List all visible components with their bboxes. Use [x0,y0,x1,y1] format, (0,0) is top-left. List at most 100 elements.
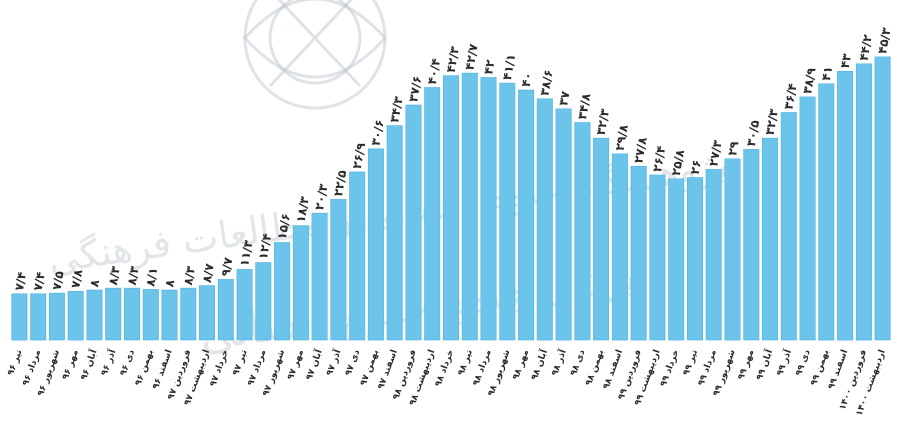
bar-5 [86,289,103,341]
value-label-42: ۳۶/۴ [781,82,799,110]
value-label-23: ۴۰/۴ [425,57,443,85]
value-label-31: ۳۴/۸ [575,92,593,121]
value-label-11: ۸/۷ [200,262,217,284]
value-label-37: ۲۶ [688,159,704,176]
bar-38 [705,169,722,341]
value-label-16: ۱۸/۳ [294,195,312,224]
value-label-39: ۲۹ [725,139,741,157]
value-label-32: ۳۲/۳ [594,107,612,136]
value-label-21: ۳۴/۳ [387,95,405,124]
bar-39 [724,158,741,341]
tick-label-6: آذر ۹۶ [98,347,119,377]
value-label-8: ۸/۱ [143,266,160,287]
value-label-9: ۸ [162,278,177,288]
bar-35 [649,174,666,341]
bar-7 [124,287,141,341]
bar-8 [142,289,159,341]
tick-label-28: مهر ۹۸ [511,348,531,381]
value-label-3: ۷/۵ [50,270,67,291]
value-label-27: ۴۱/۱ [500,53,518,81]
tick-label-7: دی ۹۶ [119,348,138,377]
value-label-10: ۸/۳ [181,264,198,286]
value-label-30: ۳۷ [556,89,572,107]
value-label-17: ۲۰/۳ [312,182,330,211]
value-label-44: ۴۱ [819,65,835,82]
value-label-13: ۱۱/۳ [237,238,255,267]
bar-32 [593,137,610,341]
tick-label-36: خرداد ۹۹ [659,348,682,388]
bar-19 [349,171,366,341]
bar-9 [161,289,178,341]
value-label-25: ۴۲/۷ [462,42,480,71]
value-labels: ۷/۴ ۷/۴ ۷/۵ ۷/۸ ۸ ۸/۳ ۸/۳ ۸/۱ ۸ ۸/۳ ۸/۷ ۹/۷ ۱۱/۳ ۱۲/۴… [12,26,894,292]
tick-label-16: مهر ۹۷ [286,348,306,381]
bar-27 [499,82,516,341]
bar-13 [236,269,253,341]
value-label-2: ۷/۴ [31,271,48,292]
bar-16 [292,225,309,341]
bar-41 [761,137,778,341]
tick-label-31: دی ۹۸ [569,348,588,377]
value-label-46: ۴۴/۲ [857,33,875,62]
tick-label-19: دی ۹۷ [344,348,363,377]
bar-11 [199,285,216,341]
value-label-36: ۲۵/۸ [669,148,687,177]
bar-1 [11,293,28,341]
bar-31 [574,122,591,341]
value-label-40: ۳۰/۵ [744,119,762,147]
tick-label-30: آذر ۹۸ [548,347,569,377]
bar-24 [442,75,459,341]
value-label-1: ۷/۴ [12,271,29,292]
tick-label-1: تیر ۹۶ [6,348,25,377]
value-label-34: ۲۷/۸ [631,135,649,164]
bar-21 [386,125,403,341]
value-label-38: ۲۷/۳ [706,138,724,167]
bar-37 [686,177,703,341]
value-label-45: ۴۳ [838,52,854,70]
value-label-18: ۲۲/۵ [331,169,349,197]
bar-43 [799,96,816,341]
bar-30 [555,108,572,341]
tick-label-4: مهر ۹۶ [61,348,81,381]
bar-23 [424,87,441,341]
bar-3 [48,292,65,341]
bar-34 [630,166,647,341]
value-label-5: ۸ [87,278,102,288]
value-label-12: ۹/۷ [218,256,235,278]
value-label-35: ۲۶/۴ [650,145,668,173]
bars [11,56,891,341]
bar-18 [330,199,347,341]
bar-26 [480,77,497,341]
bar-15 [274,242,291,341]
bar-28 [518,89,535,341]
bar-42 [780,112,797,341]
value-label-7: ۸/۳ [125,264,142,286]
value-label-22: ۳۷/۶ [406,75,424,103]
bar-12 [217,279,234,341]
value-label-15: ۱۵/۶ [275,212,293,240]
value-label-20: ۳۰/۶ [369,119,387,147]
bar-47 [874,56,891,341]
bar-29 [536,98,553,341]
bar-45 [837,71,854,341]
tick-label-43: دی ۹۹ [794,348,813,377]
tick-label-24: خرداد ۹۸ [434,348,457,388]
tick-label-42: آذر ۹۹ [773,347,794,377]
bar-40 [743,149,760,341]
bar-4 [67,290,84,341]
bar-22 [405,104,422,341]
value-label-6: ۸/۳ [106,264,123,286]
bar-10 [180,287,197,341]
bar-33 [611,153,628,341]
value-label-4: ۷/۸ [68,268,85,290]
bar-2 [30,293,47,341]
bar-25 [461,72,478,341]
value-label-24: ۴۲/۳ [444,45,462,74]
bar-36 [668,178,685,341]
tick-label-41: آبان ۹۹ [753,347,775,382]
value-label-19: ۲۶/۹ [350,141,368,170]
bar-14 [255,262,272,341]
tick-label-18: آذر ۹۷ [323,347,344,377]
